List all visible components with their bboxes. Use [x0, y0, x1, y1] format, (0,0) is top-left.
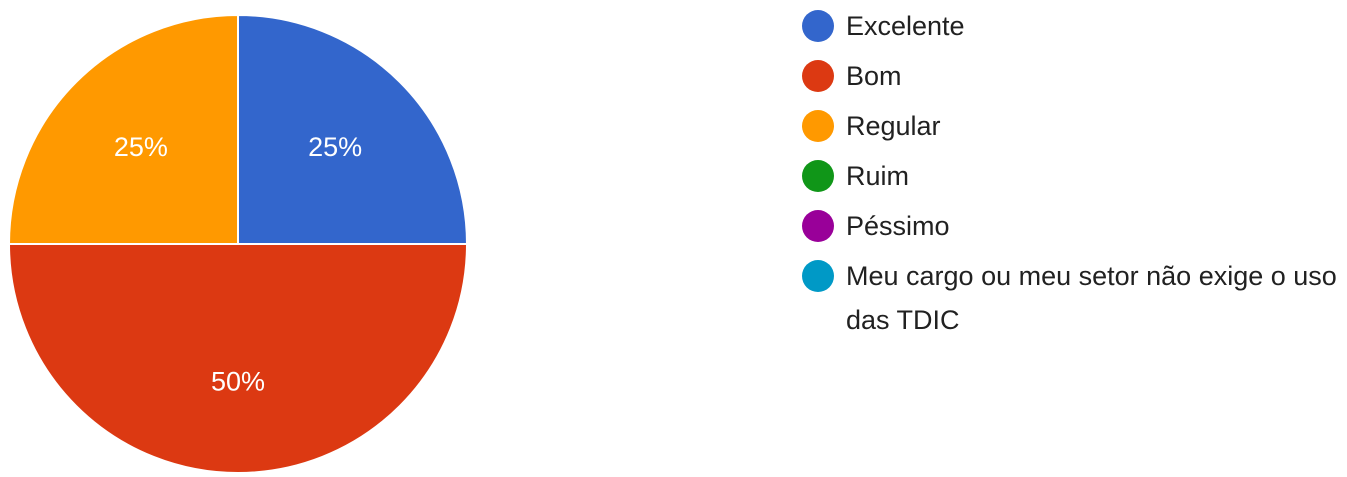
legend-label-4: Péssimo: [846, 211, 950, 241]
legend-swatch-1: [802, 60, 834, 92]
legend-swatch-3: [802, 160, 834, 192]
pie-slice-label-0: 25%: [308, 132, 362, 162]
legend-swatch-5: [802, 260, 834, 292]
legend-swatch-0: [802, 10, 834, 42]
legend-label-3: Ruim: [846, 161, 910, 191]
pie-slice-0: [237, 13, 469, 245]
legend-item-2[interactable]: Regular: [802, 104, 1342, 148]
legend-item-4[interactable]: Péssimo: [802, 204, 1342, 248]
legend-label-5: Meu cargo ou meu setor não exige o uso d…: [846, 261, 1337, 335]
legend-label-2: Regular: [846, 111, 941, 141]
legend-item-0[interactable]: Excelente: [802, 4, 1342, 48]
legend-item-3[interactable]: Ruim: [802, 154, 1342, 198]
pie-slice-label-2: 25%: [114, 132, 168, 162]
legend-item-5[interactable]: Meu cargo ou meu setor não exige o uso d…: [802, 254, 1342, 342]
pie-slice-1: [7, 243, 469, 474]
pie-chart-plot: 25% 50% 25%: [7, 13, 469, 474]
pie-slice-2: [7, 13, 239, 245]
pie-slice-label-1: 50%: [211, 366, 265, 396]
chart-legend: Excelente Bom Regular Ruim Péssimo Meu cargo …: [802, 4, 1342, 348]
legend-label-1: Bom: [846, 61, 902, 91]
legend-swatch-4: [802, 210, 834, 242]
legend-item-1[interactable]: Bom: [802, 54, 1342, 98]
legend-label-0: Excelente: [846, 11, 965, 41]
legend-swatch-2: [802, 110, 834, 142]
